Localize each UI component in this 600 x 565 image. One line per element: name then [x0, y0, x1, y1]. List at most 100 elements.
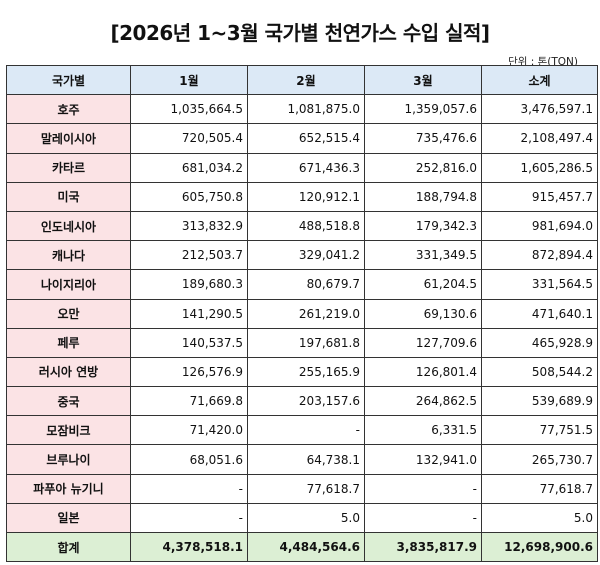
jan-cell: -	[130, 473, 248, 504]
jan-cell: 212,503.7	[130, 240, 248, 271]
feb-cell: 488,518.8	[247, 210, 365, 242]
table-row: 카타르 681,034.2 671,436.3 252,816.0 1,605,286.…	[6, 152, 598, 183]
jan-cell: 189,680.3	[130, 269, 248, 300]
mar-cell: -	[364, 473, 482, 504]
mar-cell: 1,359,057.6	[364, 94, 482, 125]
subtotal-cell: 508,544.2	[481, 356, 598, 388]
feb-cell: 4,484,564.6	[247, 531, 365, 563]
country-cell: 인도네시아	[6, 210, 131, 242]
subtotal-cell: 1,605,286.5	[481, 152, 598, 183]
mar-cell: 126,801.4	[364, 356, 482, 388]
feb-cell: 255,165.9	[247, 356, 365, 388]
feb-cell: 64,738.1	[247, 444, 365, 475]
jan-cell: 4,378,518.1	[130, 531, 248, 563]
mar-cell: -	[364, 502, 482, 534]
table-row: 캐나다 212,503.7 329,041.2 331,349.5 872,894.4	[6, 240, 598, 271]
subtotal-cell: 265,730.7	[481, 444, 598, 475]
jan-cell: -	[130, 502, 248, 534]
table-row: 모잠비크 71,420.0-6,331.5 77,751.5	[6, 415, 598, 446]
subtotal-cell: 872,894.4	[481, 240, 598, 271]
jan-cell: 141,290.5	[130, 298, 248, 329]
mar-cell: 61,204.5	[364, 269, 482, 300]
mar-cell: 6,331.5	[364, 415, 482, 446]
feb-cell: 203,157.6	[247, 386, 365, 417]
country-cell: 호주	[6, 94, 131, 125]
country-cell: 오만	[6, 298, 131, 329]
mar-cell: 264,862.5	[364, 386, 482, 417]
subtotal-cell: 331,564.5	[481, 269, 598, 300]
feb-cell: 652,515.4	[247, 123, 365, 154]
country-cell: 캐나다	[6, 240, 131, 271]
table-row: 말레이시아 720,505.4 652,515.4 735,476.6 2,108,49…	[6, 123, 598, 154]
header-feb: 2월	[247, 64, 365, 96]
mar-cell: 69,130.6	[364, 298, 482, 329]
subtotal-cell: 5.0	[481, 502, 598, 534]
country-cell: 일본	[6, 502, 131, 534]
feb-cell: 261,219.0	[247, 298, 365, 329]
feb-cell: 197,681.8	[247, 327, 365, 358]
feb-cell: 5.0	[247, 502, 365, 534]
jan-cell: 1,035,664.5	[130, 94, 248, 125]
country-cell: 페루	[6, 327, 131, 358]
header-country: 국가별	[6, 64, 131, 96]
mar-cell: 331,349.5	[364, 240, 482, 271]
table-row: 브루나이 68,051.6 64,738.1 132,941.0 265,730.7	[6, 444, 598, 475]
jan-cell: 71,420.0	[130, 415, 248, 446]
mar-cell: 127,709.6	[364, 327, 482, 358]
subtotal-cell: 2,108,497.4	[481, 123, 598, 154]
table-row: 파푸아 뉴기니 -77,618.7-77,618.7	[6, 473, 598, 504]
feb-cell: -	[247, 415, 365, 446]
table-row: 페루 140,537.5 197,681.8 127,709.6 465,928.9	[6, 327, 598, 358]
jan-cell: 313,832.9	[130, 210, 248, 242]
subtotal-cell: 915,457.7	[481, 181, 598, 212]
table-row: 오만 141,290.5 261,219.0 69,130.6 471,640.1	[6, 298, 598, 329]
country-cell: 합계	[6, 531, 131, 563]
table-row: 미국 605,750.8 120,912.1 188,794.8 915,457.7	[6, 181, 598, 212]
country-cell: 미국	[6, 181, 131, 212]
header-jan: 1월	[130, 64, 248, 96]
subtotal-cell: 539,689.9	[481, 386, 598, 417]
country-cell: 파푸아 뉴기니	[6, 473, 131, 504]
jan-cell: 140,537.5	[130, 327, 248, 358]
table-row: 러시아 연방 126,576.9 255,165.9 126,801.4 508,544…	[6, 356, 598, 388]
mar-cell: 188,794.8	[364, 181, 482, 212]
subtotal-cell: 12,698,900.6	[481, 531, 598, 563]
mar-cell: 3,835,817.9	[364, 531, 482, 563]
country-cell: 브루나이	[6, 444, 131, 475]
jan-cell: 71,669.8	[130, 386, 248, 417]
feb-cell: 1,081,875.0	[247, 94, 365, 125]
mar-cell: 179,342.3	[364, 210, 482, 242]
jan-cell: 681,034.2	[130, 152, 248, 183]
feb-cell: 80,679.7	[247, 269, 365, 300]
header-subtotal: 소계	[481, 64, 598, 96]
table-row: 인도네시아 313,832.9 488,518.8 179,342.3 981,694.…	[6, 210, 598, 242]
country-cell: 중국	[6, 386, 131, 417]
mar-cell: 252,816.0	[364, 152, 482, 183]
country-cell: 러시아 연방	[6, 356, 131, 388]
subtotal-cell: 471,640.1	[481, 298, 598, 329]
subtotal-cell: 465,928.9	[481, 327, 598, 358]
country-cell: 나이지리아	[6, 269, 131, 300]
feb-cell: 77,618.7	[247, 473, 365, 504]
jan-cell: 605,750.8	[130, 181, 248, 212]
mar-cell: 132,941.0	[364, 444, 482, 475]
table-row: 중국 71,669.8 203,157.6 264,862.5 539,689.9	[6, 386, 598, 417]
header-row: 국가별 1월 2월 3월 소계	[6, 64, 598, 96]
total-row: 합계 4,378,518.1 4,484,564.6 3,835,817.9 12,69…	[6, 531, 598, 563]
feb-cell: 329,041.2	[247, 240, 365, 271]
jan-cell: 68,051.6	[130, 444, 248, 475]
jan-cell: 720,505.4	[130, 123, 248, 154]
subtotal-cell: 77,751.5	[481, 415, 598, 446]
subtotal-cell: 981,694.0	[481, 210, 598, 242]
import-table: 국가별 1월 2월 3월 소계 호주 1,035,664.5 1,081,875.0…	[6, 64, 598, 563]
mar-cell: 735,476.6	[364, 123, 482, 154]
table-row: 일본 -5.0-5.0	[6, 502, 598, 534]
country-cell: 말레이시아	[6, 123, 131, 154]
jan-cell: 126,576.9	[130, 356, 248, 388]
subtotal-cell: 3,476,597.1	[481, 94, 598, 125]
subtotal-cell: 77,618.7	[481, 473, 598, 504]
header-mar: 3월	[364, 64, 482, 96]
feb-cell: 671,436.3	[247, 152, 365, 183]
table-row: 호주 1,035,664.5 1,081,875.0 1,359,057.6 3,476…	[6, 94, 598, 125]
page-title: [2026년 1~3월 국가별 천연가스 수입 실적]	[110, 21, 490, 45]
